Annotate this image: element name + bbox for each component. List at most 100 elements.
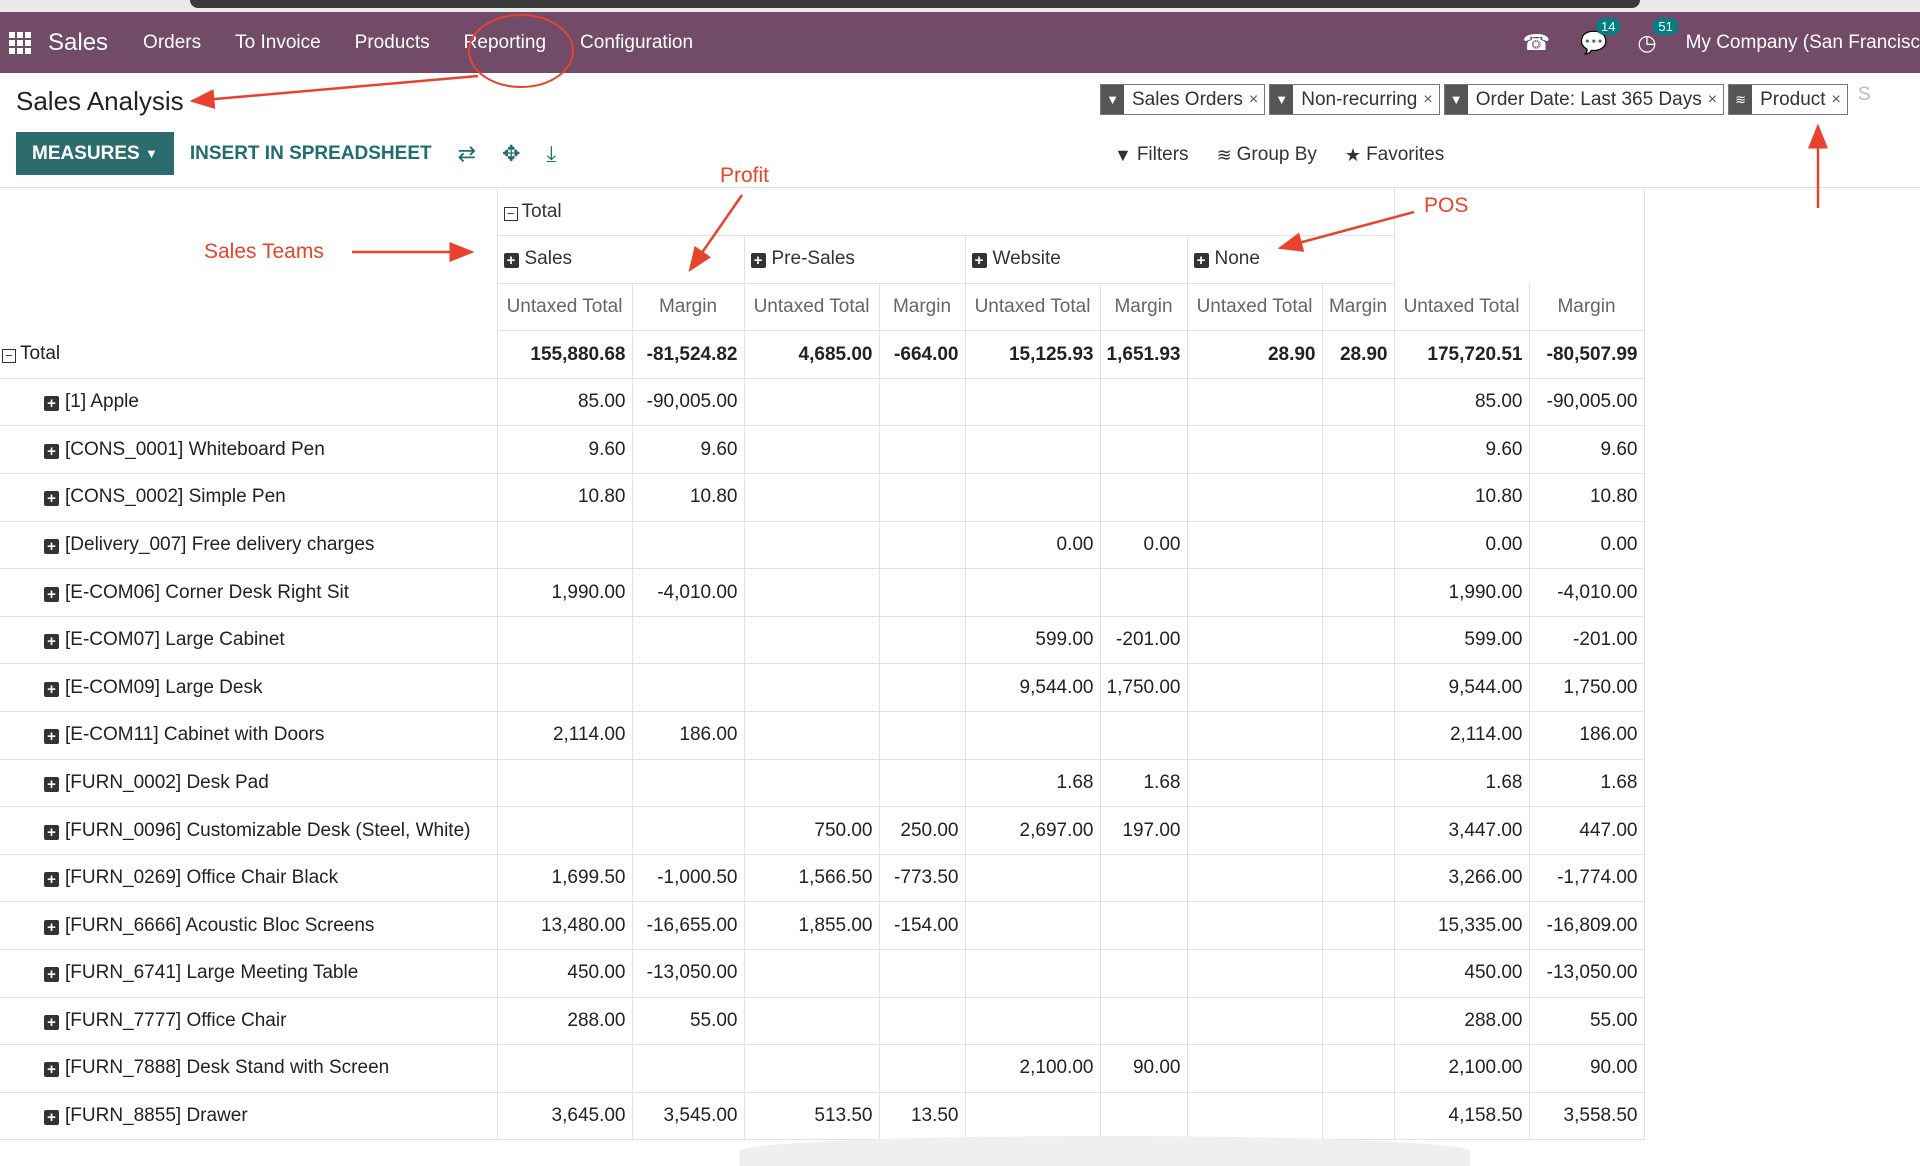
cell-value[interactable]: 1,855.00: [744, 901, 880, 950]
cell-value[interactable]: 1.68: [1100, 759, 1188, 808]
facet-remove-icon[interactable]: ×: [1831, 90, 1841, 108]
measure-header[interactable]: Untaxed Total: [744, 283, 880, 332]
measure-header[interactable]: Margin: [632, 283, 745, 332]
cell-value[interactable]: 155,880.68: [497, 330, 633, 379]
cell-value[interactable]: [879, 378, 966, 427]
cell-value[interactable]: [744, 425, 880, 475]
group-by-toggle[interactable]: ≋ Group By: [1217, 144, 1317, 166]
cell-value[interactable]: -1,774.00: [1529, 854, 1645, 903]
cell-value[interactable]: 85.00: [497, 378, 633, 427]
menu-reporting[interactable]: Reporting: [463, 31, 547, 53]
cell-value[interactable]: [965, 949, 1101, 998]
cell-value[interactable]: -81,524.82: [632, 330, 745, 379]
row-header[interactable]: + [FURN_6666] Acoustic Bloc Screens: [0, 901, 498, 950]
row-header[interactable]: + [E-COM06] Corner Desk Right Sit: [0, 568, 498, 617]
facet-remove-icon[interactable]: ×: [1423, 90, 1433, 108]
cell-value[interactable]: [1187, 378, 1323, 427]
cell-value[interactable]: 9.60: [1529, 425, 1645, 475]
cell-value[interactable]: 4,685.00: [744, 330, 880, 379]
cell-value[interactable]: [632, 616, 745, 665]
cell-value[interactable]: [965, 854, 1101, 903]
cell-value[interactable]: [879, 568, 966, 617]
insert-spreadsheet-button[interactable]: INSERT IN SPREADSHEET: [189, 142, 432, 164]
cell-value[interactable]: [879, 425, 966, 475]
cell-value[interactable]: [744, 711, 880, 760]
expand-all-icon[interactable]: ✥: [502, 140, 521, 166]
cell-value[interactable]: 9.60: [497, 425, 633, 475]
cell-value[interactable]: 0.00: [1529, 521, 1645, 570]
cell-value[interactable]: [965, 711, 1101, 760]
cell-value[interactable]: 15,125.93: [965, 330, 1101, 379]
menu-products[interactable]: Products: [354, 31, 430, 53]
menu-orders[interactable]: Orders: [143, 31, 202, 53]
cell-value[interactable]: 55.00: [632, 997, 745, 1046]
cell-value[interactable]: [1322, 901, 1395, 950]
cell-value[interactable]: 9,544.00: [1394, 663, 1530, 713]
cell-value[interactable]: [879, 521, 966, 570]
cell-value[interactable]: [744, 616, 880, 665]
cell-value[interactable]: [1100, 901, 1188, 950]
cell-value[interactable]: [879, 949, 966, 998]
cell-value[interactable]: 2,100.00: [1394, 1044, 1530, 1093]
cell-value[interactable]: [497, 616, 633, 665]
row-header[interactable]: + [E-COM11] Cabinet with Doors: [0, 711, 498, 760]
cell-value[interactable]: [879, 663, 966, 713]
cell-value[interactable]: [632, 663, 745, 713]
cell-value[interactable]: [632, 521, 745, 570]
cell-value[interactable]: 1.68: [965, 759, 1101, 808]
cell-value[interactable]: 2,114.00: [1394, 711, 1530, 760]
cell-value[interactable]: [1322, 378, 1395, 427]
cell-value[interactable]: [1322, 1044, 1395, 1093]
cell-value[interactable]: [497, 521, 633, 570]
cell-value[interactable]: [1187, 425, 1323, 475]
col-header-none[interactable]: + None: [1187, 235, 1395, 284]
measures-button[interactable]: MEASURES ▼: [16, 132, 174, 175]
cell-value[interactable]: -201.00: [1100, 616, 1188, 665]
cell-value[interactable]: [1322, 568, 1395, 617]
col-header-pre-sales[interactable]: + Pre-Sales: [744, 235, 966, 284]
cell-value[interactable]: [1187, 711, 1323, 760]
cell-value[interactable]: -16,809.00: [1529, 901, 1645, 950]
cell-value[interactable]: 1,651.93: [1100, 330, 1188, 379]
cell-value[interactable]: [1187, 473, 1323, 522]
cell-value[interactable]: [744, 521, 880, 570]
cell-value[interactable]: 90.00: [1529, 1044, 1645, 1093]
cell-value[interactable]: -1,000.50: [632, 854, 745, 903]
cell-value[interactable]: -773.50: [879, 854, 966, 903]
cell-value[interactable]: [1100, 425, 1188, 475]
row-header[interactable]: + [CONS_0002] Simple Pen: [0, 473, 498, 522]
cell-value[interactable]: [965, 425, 1101, 475]
cell-value[interactable]: 197.00: [1100, 806, 1188, 855]
row-header[interactable]: + [FURN_0002] Desk Pad: [0, 759, 498, 808]
cell-value[interactable]: [1322, 663, 1395, 713]
cell-value[interactable]: [1187, 759, 1323, 808]
cell-value[interactable]: 0.00: [1100, 521, 1188, 570]
cell-value[interactable]: [1187, 806, 1323, 855]
cell-value[interactable]: -90,005.00: [632, 378, 745, 427]
activities-clock-icon[interactable]: ◷ 51: [1637, 17, 1678, 56]
cell-value[interactable]: [965, 1092, 1101, 1141]
cell-value[interactable]: 2,697.00: [965, 806, 1101, 855]
cell-value[interactable]: [1100, 568, 1188, 617]
cell-value[interactable]: 15,335.00: [1394, 901, 1530, 950]
company-switcher[interactable]: My Company (San Francisc: [1685, 31, 1920, 53]
filters-toggle[interactable]: ▼ Filters: [1114, 144, 1189, 166]
cell-value[interactable]: [1100, 1092, 1188, 1141]
cell-value[interactable]: [1322, 616, 1395, 665]
cell-value[interactable]: [1100, 378, 1188, 427]
cell-value[interactable]: 1,566.50: [744, 854, 880, 903]
cell-value[interactable]: 288.00: [1394, 997, 1530, 1046]
cell-value[interactable]: [744, 473, 880, 522]
cell-value[interactable]: [1187, 901, 1323, 950]
messages-icon[interactable]: 💬 14: [1580, 17, 1621, 56]
cell-value[interactable]: -16,655.00: [632, 901, 745, 950]
favorites-toggle[interactable]: ★ Favorites: [1345, 144, 1444, 166]
cell-value[interactable]: [1187, 997, 1323, 1046]
cell-value[interactable]: [879, 759, 966, 808]
cell-value[interactable]: -13,050.00: [632, 949, 745, 998]
cell-value[interactable]: 10.80: [497, 473, 633, 522]
col-header-website[interactable]: + Website: [965, 235, 1188, 284]
cell-value[interactable]: [632, 759, 745, 808]
row-header[interactable]: + [E-COM07] Large Cabinet: [0, 616, 498, 665]
cell-value[interactable]: 3,558.50: [1529, 1092, 1645, 1141]
